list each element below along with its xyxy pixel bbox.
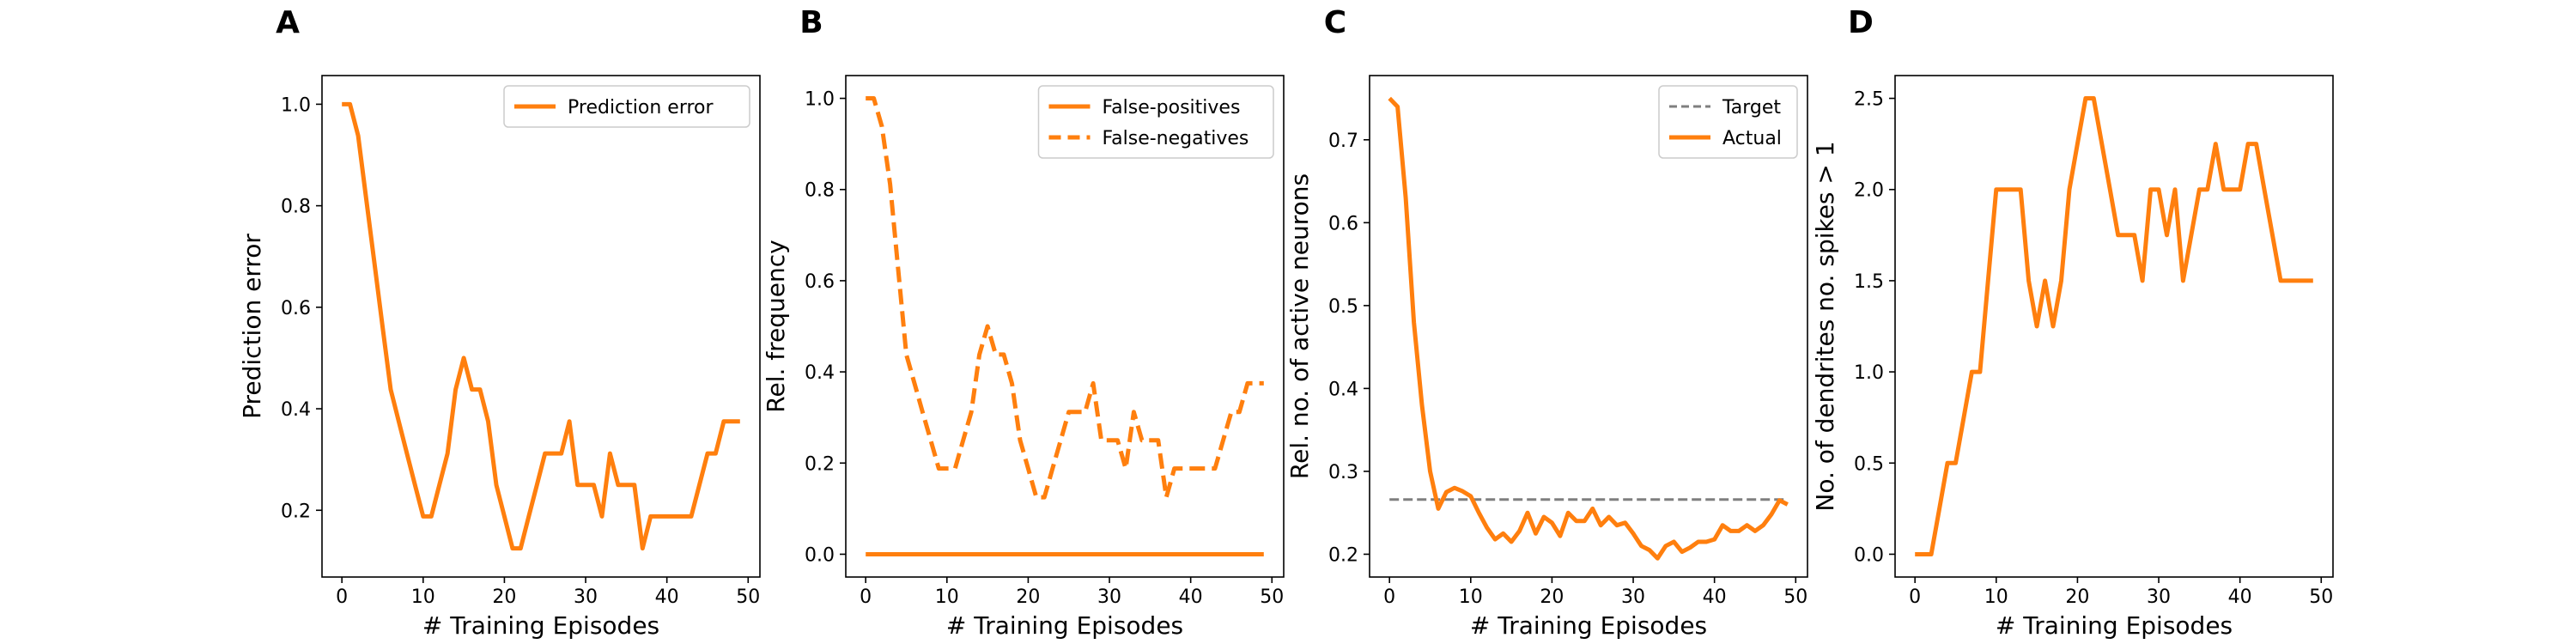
x-tick-label: 30 [1621,586,1645,608]
y-tick-label: 1.0 [281,94,311,116]
x-tick-label: 0 [1909,586,1921,608]
y-axis-label: Rel. frequency [762,240,790,412]
y-tick-label: 0.3 [1328,462,1358,483]
y-tick-label: 0.4 [281,399,311,421]
axes-frame [1894,75,2334,578]
y-tick-label: 0.2 [1328,544,1358,566]
y-tick-label: 0.5 [1854,453,1884,475]
y-tick-label: 0.8 [805,180,835,202]
x-tick-label: 30 [1097,586,1121,608]
x-tick-label: 50 [2309,586,2333,608]
axes-frame [321,75,761,578]
y-tick-label: 0.4 [1328,379,1358,400]
legend-label: Prediction error [568,97,714,118]
x-tick-label: 10 [1459,586,1483,608]
x-axis-label: # Training Episodes [422,611,659,640]
y-tick-label: 0.7 [1328,131,1358,152]
y-tick-label: 1.0 [1854,362,1884,384]
y-tick-label: 1.5 [1854,271,1884,293]
legend-label: Target [1722,97,1781,118]
y-tick-label: 2.5 [1854,89,1884,111]
panel-letter: B [799,5,823,40]
axes-frame [845,75,1285,578]
y-tick-label: 2.0 [1854,180,1884,202]
series-line [1915,96,2313,556]
axes-frame [1369,75,1808,578]
y-tick-label: 0.2 [805,453,835,475]
panel-letter: C [1324,5,1346,40]
x-tick-label: 20 [1540,586,1564,608]
x-tick-label: 40 [1703,586,1727,608]
legend-box [1658,85,1798,159]
x-tick-label: 30 [574,586,598,608]
x-tick-label: 20 [2065,586,2089,608]
legend: False-positives False-negatives [1037,85,1274,159]
x-tick-label: 10 [935,586,959,608]
legend-box [1037,85,1274,159]
y-tick-label: 1.0 [805,89,835,111]
x-tick-label: 30 [2147,586,2171,608]
y-tick-label: 0.5 [1328,296,1358,318]
legend: Target Actual [1658,85,1798,159]
series-line-actual [1388,96,1789,561]
x-tick-label: 0 [336,586,348,608]
y-tick-label: 0.0 [805,544,835,566]
x-tick-label: 50 [1783,586,1807,608]
chart-panel-a: A 0 10 20 30 40 50 0.2 0.4 0.6 0.8 1.0 # Training Ep… [238,5,761,640]
y-tick-label: 0.2 [281,501,311,522]
x-tick-label: 40 [655,586,679,608]
legend-label: False-negatives [1103,128,1249,149]
panel-letter: D [1848,5,1874,40]
legend-label: False-positives [1103,97,1241,118]
y-tick-label: 0.0 [1854,544,1884,566]
chart-panel-d: D 0 10 20 30 40 50 0.0 0.5 1.0 1.5 2.0 2.5 # Training… [1811,5,2334,640]
chart-panel-b: B 0 10 20 30 40 50 0.0 0.2 0.4 0.6 0.8 1.0 # Training… [762,5,1285,640]
y-tick-label: 0.4 [805,362,835,384]
x-tick-label: 20 [1016,586,1040,608]
y-axis-label: No. of dendrites no. spikes > 1 [1811,141,1839,511]
chart-panel-c: C 0 10 20 30 40 50 0.2 0.3 0.4 0.5 0.6 0.7 # Training… [1285,5,1808,640]
y-tick-label: 0.6 [805,271,835,293]
y-tick-label: 0.6 [1328,213,1358,234]
x-axis-label: # Training Episodes [946,611,1183,640]
panel-letter: A [276,5,300,40]
y-axis-label: Prediction error [238,234,266,419]
x-tick-label: 50 [1260,586,1284,608]
x-tick-label: 50 [736,586,760,608]
x-axis-label: # Training Episodes [1470,611,1707,640]
y-tick-label: 0.8 [281,197,311,218]
y-tick-label: 0.6 [281,298,311,319]
legend: Prediction error [503,85,750,128]
x-axis-label: # Training Episodes [1996,611,2233,640]
x-tick-label: 40 [1179,586,1203,608]
x-tick-label: 10 [1984,586,2008,608]
x-tick-label: 0 [1383,586,1395,608]
y-axis-label: Rel. no. of active neurons [1285,173,1314,479]
x-tick-label: 0 [860,586,872,608]
x-tick-label: 10 [411,586,435,608]
legend-label: Actual [1722,128,1782,149]
series-line-false-negatives [866,96,1264,500]
x-tick-label: 20 [492,586,516,608]
legend-box [503,85,750,128]
series-line-prediction-error [342,101,740,551]
x-tick-label: 40 [2228,586,2252,608]
